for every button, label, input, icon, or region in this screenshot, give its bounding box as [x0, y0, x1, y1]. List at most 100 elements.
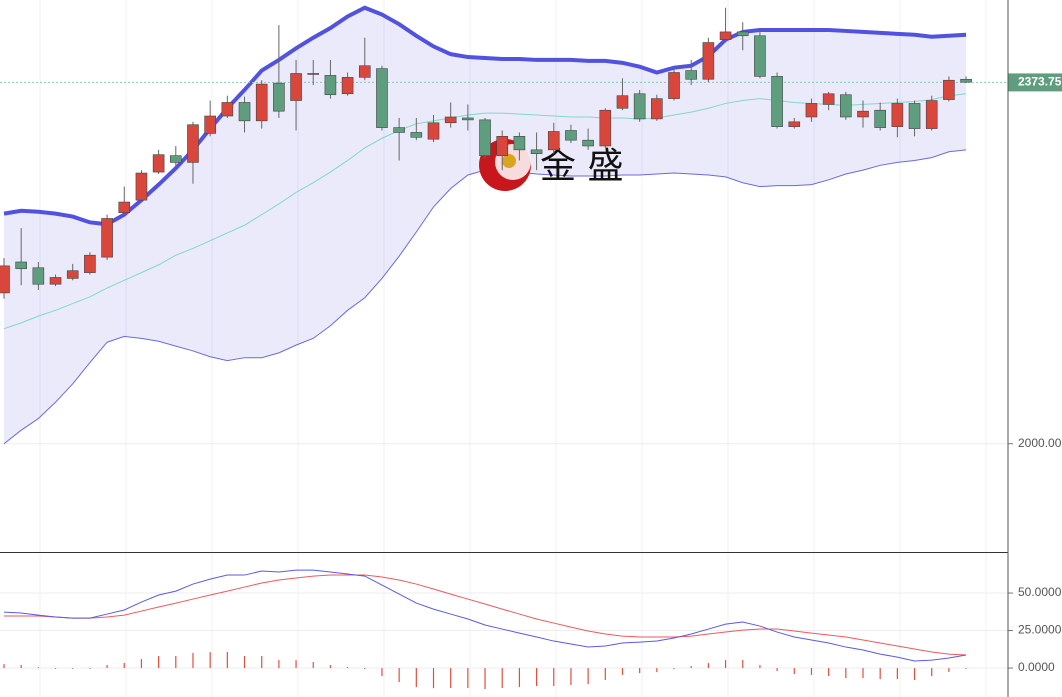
candle-body	[513, 136, 526, 151]
histogram-bar	[278, 660, 280, 669]
histogram-bar	[3, 664, 5, 669]
histogram-bar	[535, 668, 538, 687]
histogram-bar	[553, 668, 555, 687]
histogram-bar	[37, 667, 39, 669]
candle-body	[908, 103, 921, 129]
y-tick-label: 0.0000	[1018, 660, 1055, 674]
histogram-bar	[20, 665, 22, 669]
histogram-bar	[965, 668, 967, 669]
candle-body	[324, 75, 337, 96]
histogram-bar	[742, 659, 744, 669]
candle-body	[135, 172, 148, 201]
candle-body	[788, 121, 801, 127]
candle-body	[101, 218, 113, 258]
candle-body	[530, 149, 543, 155]
y-tick-label: 25.0000	[1018, 623, 1062, 637]
histogram-bar	[690, 665, 692, 669]
candle-body	[754, 35, 766, 77]
candle-body	[943, 79, 955, 100]
histogram-bar	[364, 668, 366, 670]
histogram-bar	[450, 668, 452, 688]
histogram-bar	[896, 668, 898, 680]
candle-body	[874, 109, 886, 128]
candle-body	[771, 76, 783, 127]
histogram-bar	[295, 660, 297, 669]
histogram-bar	[140, 659, 143, 669]
candle-body	[479, 119, 491, 156]
candle-body	[358, 65, 371, 78]
candle-body	[410, 132, 423, 138]
dif-line	[3, 569, 967, 662]
histogram-bar	[123, 662, 125, 669]
histogram-bar	[793, 668, 795, 675]
histogram-bar	[432, 668, 435, 689]
histogram-bar	[759, 665, 761, 669]
y-tick-label: 2000.00	[1018, 436, 1062, 450]
histogram-bar	[158, 656, 160, 669]
histogram-bar	[261, 656, 263, 669]
histogram-bar	[467, 668, 469, 688]
histogram-bar	[329, 665, 332, 669]
histogram-bar	[72, 668, 74, 669]
candle-body	[925, 100, 938, 129]
candle-body	[427, 122, 440, 140]
histogram-bar	[724, 660, 727, 669]
candle-body	[32, 267, 45, 285]
candle-body	[376, 68, 388, 128]
candle-body	[238, 102, 251, 122]
histogram-bar	[845, 668, 847, 679]
histogram-bar	[570, 668, 572, 685]
candle-body	[822, 93, 835, 105]
histogram-bar	[501, 668, 503, 688]
candle-body	[496, 136, 509, 156]
histogram-bar	[484, 668, 486, 690]
histogram-bar	[415, 668, 417, 688]
candle-body	[307, 73, 320, 75]
histogram-bar	[192, 653, 194, 669]
candle-body	[152, 154, 165, 173]
last-price-label: 2373.75	[1018, 75, 1062, 89]
histogram-bar	[673, 668, 675, 670]
candle-body	[49, 277, 62, 285]
candle-body	[805, 103, 818, 118]
candle-body	[118, 201, 131, 213]
histogram-bar	[518, 668, 520, 688]
candle-body	[719, 31, 732, 40]
histogram-bar	[243, 656, 246, 669]
candle-body	[891, 103, 904, 127]
watermark-text: 金 盛	[540, 146, 623, 187]
candle-body	[221, 102, 234, 117]
candle-body	[393, 127, 405, 133]
candle-body	[170, 155, 182, 163]
candle-body	[444, 116, 457, 124]
y-tick-label: 50.0000	[1018, 585, 1062, 599]
histogram-bar	[209, 652, 211, 669]
candle-body	[204, 115, 216, 134]
histogram-bar	[89, 668, 91, 669]
candle-body	[736, 31, 749, 37]
histogram-bar	[226, 652, 228, 669]
candle-body	[187, 124, 199, 163]
histogram-bar	[106, 665, 108, 669]
candle-body	[547, 131, 560, 151]
candle-body	[582, 139, 594, 147]
candle-body	[616, 95, 629, 109]
histogram-bar	[639, 668, 641, 674]
histogram-bar	[604, 668, 606, 681]
candle-body	[273, 82, 285, 112]
histogram-bar	[913, 668, 916, 681]
dea-line	[4, 574, 967, 656]
histogram-bar	[931, 668, 933, 677]
histogram-bar	[656, 668, 658, 673]
histogram-bar	[621, 668, 624, 675]
histogram-bar	[810, 668, 813, 675]
candle-body	[84, 254, 96, 273]
candle-body	[565, 130, 577, 141]
histogram-bar	[879, 668, 881, 680]
candle-body	[840, 94, 852, 118]
watermark: 金 盛	[479, 139, 623, 191]
candle-body	[702, 42, 715, 80]
histogram-bar	[707, 663, 709, 669]
candle-body	[633, 93, 646, 120]
